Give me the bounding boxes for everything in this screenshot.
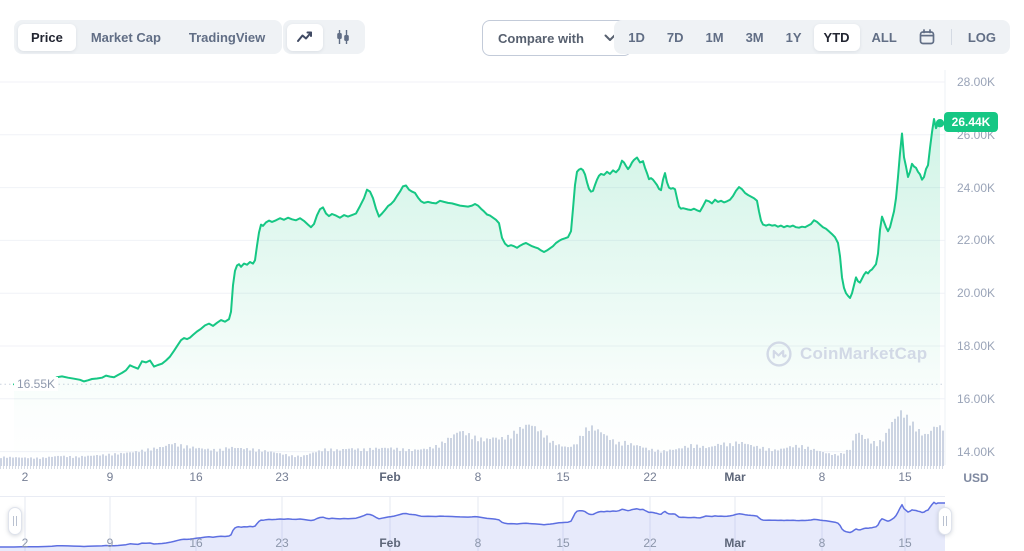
log-scale-button[interactable]: LOG xyxy=(967,29,996,45)
navigator-tick-Feb: Feb xyxy=(379,536,401,550)
price-line xyxy=(13,118,941,386)
range-button-all[interactable]: ALL xyxy=(871,29,897,45)
open-price-label: 16.55K xyxy=(14,377,59,391)
range-button-7d[interactable]: 7D xyxy=(666,29,684,45)
range-selector-group: 1D 7D 1M 3M 1Y YTD ALL LOG xyxy=(614,20,1010,54)
coinmarketcap-logo-icon xyxy=(766,341,792,367)
candlestick-icon xyxy=(337,30,349,44)
chart-type-group xyxy=(283,20,365,54)
range-button-3m[interactable]: 3M xyxy=(745,29,764,45)
range-button-1y[interactable]: 1Y xyxy=(785,29,802,45)
compare-with-label: Compare with xyxy=(498,30,584,46)
candlestick-chart-type-button[interactable] xyxy=(325,24,361,51)
range-button-1m[interactable]: 1M xyxy=(705,29,724,45)
x-axis-tick-9: 9 xyxy=(106,470,114,484)
navigator-tick-15: 15 xyxy=(556,536,570,550)
view-tab-price[interactable]: Price xyxy=(18,23,76,51)
date-axis-ticks xyxy=(0,466,945,469)
y-axis-tick-20.00K: 20.00K xyxy=(957,286,996,301)
y-axis-tick-28.00K: 28.00K xyxy=(957,75,996,89)
view-tab-market-cap[interactable]: Market Cap xyxy=(90,29,161,45)
navigator-tick-16: 16 xyxy=(189,536,203,550)
chevron-down-icon xyxy=(604,34,616,41)
toolbar-divider xyxy=(950,29,952,45)
navigator-area-fill xyxy=(0,502,945,551)
x-axis-tick-16: 16 xyxy=(189,470,203,484)
view-tab-tradingview[interactable]: TradingView xyxy=(188,29,266,45)
navigator-tick-15: 15 xyxy=(898,536,912,550)
calendar-button[interactable] xyxy=(909,24,945,51)
y-axis-tick-24.00K: 24.00K xyxy=(957,180,996,195)
navigator-tick-9: 9 xyxy=(106,536,114,550)
x-axis-tick-23: 23 xyxy=(275,470,289,484)
y-axis-tick-22.00K: 22.00K xyxy=(957,233,996,248)
line-chart-icon xyxy=(297,31,312,42)
navigator-right-handle[interactable] xyxy=(938,507,952,535)
view-tab-group: Price Market Cap TradingView xyxy=(14,20,283,54)
x-axis-tick-8: 8 xyxy=(474,470,482,484)
range-button-1d[interactable]: 1D xyxy=(628,29,645,45)
navigator-tick-8: 8 xyxy=(818,536,826,550)
navigator-tick-Mar: Mar xyxy=(724,536,746,550)
navigator-tick-2: 2 xyxy=(21,536,29,550)
x-axis-tick-22: 22 xyxy=(643,470,657,484)
y-axis-tick-16.00K: 16.00K xyxy=(957,391,996,406)
coinmarketcap-watermark: CoinMarketCap xyxy=(766,341,927,367)
navigator-tick-8: 8 xyxy=(474,536,482,550)
y-axis-tick-18.00K: 18.00K xyxy=(957,339,996,353)
range-button-ytd[interactable]: YTD xyxy=(813,23,860,51)
navigator-tick-23: 23 xyxy=(275,536,289,550)
calendar-icon xyxy=(919,29,935,45)
currency-label: USD xyxy=(963,471,989,485)
last-price-dot xyxy=(935,119,945,128)
x-axis-tick-15: 15 xyxy=(898,470,912,484)
x-axis-tick-Mar: Mar xyxy=(724,470,746,484)
last-price-badge: 26.44K xyxy=(944,112,998,132)
watermark-text: CoinMarketCap xyxy=(800,344,928,363)
y-axis-tick-14.00K: 14.00K xyxy=(957,444,996,459)
price-area-fill xyxy=(14,119,940,463)
navigator-top-border xyxy=(0,496,945,497)
x-axis-tick-Feb: Feb xyxy=(379,470,401,484)
line-chart-type-button[interactable] xyxy=(287,23,323,51)
x-axis-tick-2: 2 xyxy=(21,470,29,484)
x-axis-tick-8: 8 xyxy=(818,470,826,484)
x-axis-tick-15: 15 xyxy=(556,470,570,484)
navigator-left-handle[interactable] xyxy=(8,507,22,535)
compare-with-button[interactable]: Compare with xyxy=(482,20,632,56)
navigator-line xyxy=(0,501,945,548)
navigator-tick-22: 22 xyxy=(643,536,657,550)
